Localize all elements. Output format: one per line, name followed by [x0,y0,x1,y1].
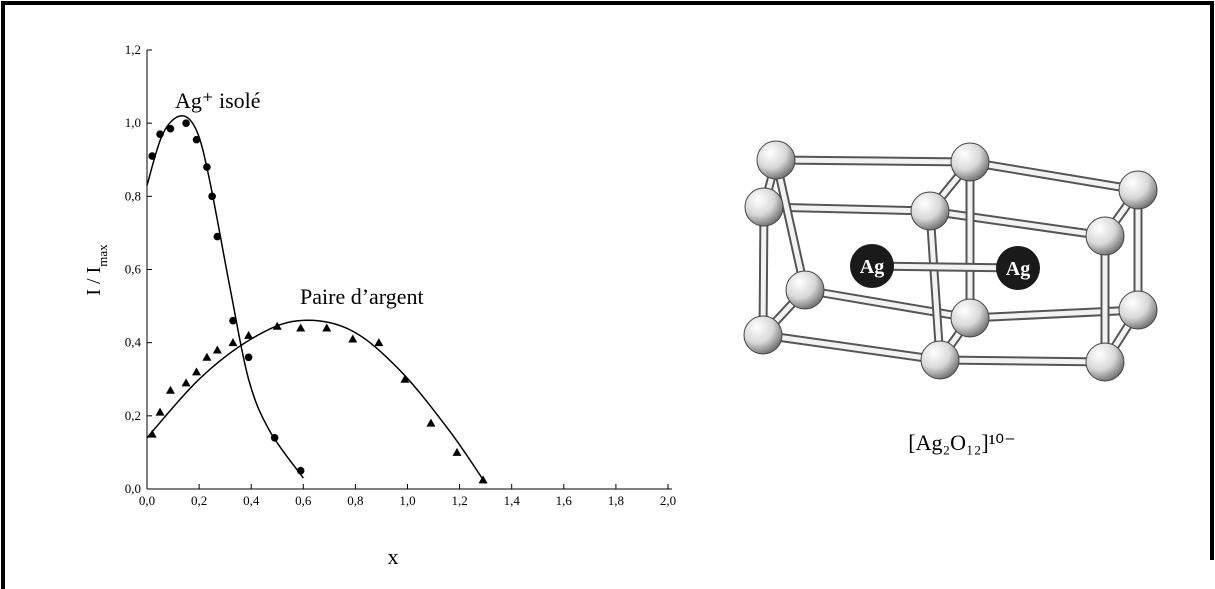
y-tick-label: 1,2 [125,42,141,57]
oxygen-atom [756,140,796,180]
data-point [322,323,332,332]
data-point [296,323,306,332]
x-tick-label: 0,0 [139,493,155,508]
x-tick-label: 0,2 [191,493,207,508]
series-label: Paire d’argent [300,284,424,309]
data-point [181,378,191,387]
oxygen-atom [744,187,784,227]
rod [773,157,808,293]
data-point [202,352,212,361]
data-point [191,367,201,376]
y-tick-label: 0,8 [125,188,141,203]
data-point [213,232,222,241]
atom-label: Ag [1006,258,1030,280]
oxygen-atom [1085,342,1125,382]
data-point [270,433,279,442]
oxygen-atom [785,270,825,310]
data-point [272,321,282,330]
data-point [452,447,462,456]
data-point [400,374,410,383]
oxygen-atom [950,142,990,182]
rod [760,332,943,363]
data-point [348,334,358,343]
rod [773,157,973,165]
crystal-diagram: Ag Ag [743,140,1158,382]
oxygen-atom [743,315,783,355]
data-point [166,124,175,133]
oxygen-atom [1085,216,1125,256]
data-point [192,135,201,144]
rod [760,204,767,338]
y-tick-label: 0,0 [125,481,141,496]
fit-curve [146,319,487,484]
rod [967,307,1141,321]
data-point [148,152,157,160]
data-point [155,407,165,416]
oxygen-atom [1118,170,1158,210]
rod [937,357,1108,365]
rod [927,208,943,363]
y-label-sub: max [95,244,110,267]
data-point [296,466,305,475]
rod [967,159,1141,193]
rod [761,204,933,214]
oxygen-atom [950,298,990,338]
x-tick-label: 1,2 [451,493,467,508]
data-point [478,475,488,484]
silver-atom [996,246,1040,290]
oxygen-atom [920,340,960,380]
silver-atom [850,244,894,288]
fit-curve [146,115,304,479]
rod [927,208,1108,239]
rod [869,263,1021,271]
data-point [156,130,164,138]
x-tick-label: 1,8 [608,493,624,508]
x-tick-label: 1,0 [399,493,415,508]
x-tick-label: 1,6 [556,493,573,508]
oxygen-atom [1118,290,1158,330]
x-tick-label: 0,8 [347,493,363,508]
y-label-main: I / I [83,267,105,296]
data-point [208,192,216,201]
data-point [212,345,222,354]
data-point [374,338,384,347]
data-point [244,330,254,339]
series-label: Ag⁺ isolé [175,88,261,113]
x-tick-label: 0,6 [295,493,312,508]
y-axis-label: I / Imax [83,244,110,296]
atom-label: Ag [860,256,884,278]
y-tick-label: 1,0 [125,115,141,130]
data-point [165,385,175,394]
data-point [426,418,436,427]
x-axis-label: x [388,544,399,569]
oxygen-atom [910,191,950,231]
diagram-caption: [Ag₂O₁₂]¹⁰⁻ [908,430,1015,455]
x-tick-label: 0,4 [243,493,260,508]
x-tick-label: 2,0 [660,493,676,508]
y-tick-label: 0,6 [125,262,142,277]
data-point [244,353,253,362]
data-point [229,316,237,325]
y-tick-label: 0,4 [125,335,142,350]
data-point [228,338,238,347]
data-point [203,163,211,171]
data-point [147,429,157,438]
y-tick-label: 0,2 [125,408,141,423]
x-tick-label: 1,4 [504,493,521,508]
rod [802,287,973,321]
data-point [182,119,190,127]
